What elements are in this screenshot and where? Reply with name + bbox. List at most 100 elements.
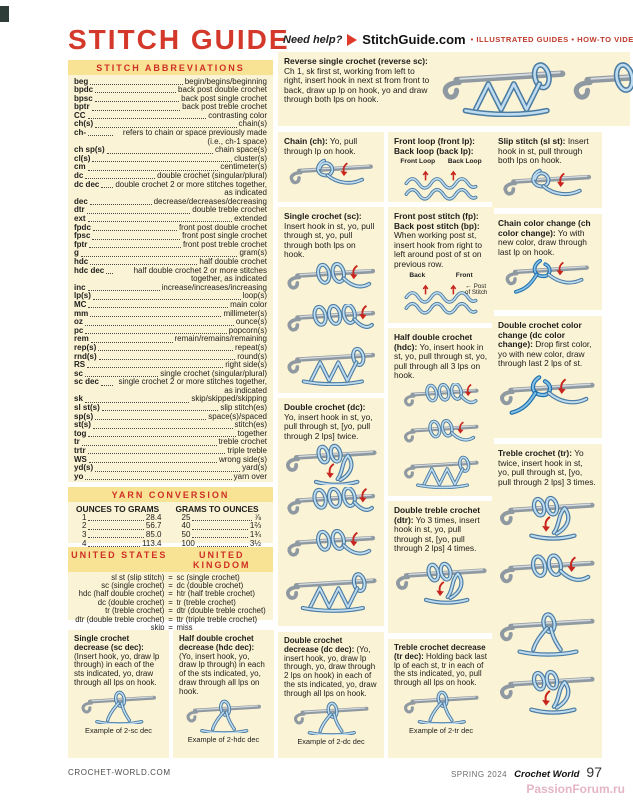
abbreviation-definition: together (237, 428, 267, 438)
dotted-leader (90, 310, 222, 317)
us-uk-row: sl st (slip stitch) = sc (single crochet… (74, 573, 267, 582)
dotted-leader (88, 301, 229, 309)
decrease-box-sc: Single crochet decrease (sc dec): (Inser… (68, 630, 169, 758)
conversion-row: 4 113.4 (76, 539, 166, 549)
conversion-from: 1 (82, 512, 87, 522)
stitch-title: Front loop (front lp): Back loop (back l… (394, 136, 475, 156)
stitch-text: Insert hook in st, yo, pull through st, … (284, 220, 375, 260)
abbreviation-row: CC contrasting color (74, 111, 267, 121)
conversion-to: ⅞ (254, 512, 261, 522)
double-crochet-step3-diagram (284, 529, 378, 569)
abbreviation-term: dtr (74, 205, 85, 215)
conversion-to: 3½ (249, 538, 261, 548)
abbreviations-title: STITCH ABBREVIATIONS (68, 60, 273, 75)
ounces-header: OUNCES TO GRAMS (76, 503, 160, 514)
stitch-block-chain-color-change: Chain color change (ch color change): Yo… (492, 214, 602, 310)
uk-title: UNITED KINGDOM (193, 549, 251, 570)
treble-step1-diagram (498, 489, 596, 545)
us-uk-panel: UNITED STATES UNITED KINGDOM sl st (slip… (68, 547, 273, 632)
dotted-leader (88, 430, 236, 438)
abbreviation-term: RS (74, 360, 86, 370)
equals-sign: = (168, 597, 173, 607)
stitch-block-post-stitch: Front post stitch (fp): Back post stitch… (388, 207, 494, 323)
us-title: UNITED STATES (71, 549, 168, 560)
stitch-block-chain: Chain (ch): Yo, pull through lp on hook. (278, 132, 384, 202)
grams-to-ounces-column: GRAMS TO OUNCES 25 ⅞ 40 1⅔ (176, 504, 266, 549)
decrease-text: (Insert hook, yo, draw lp through) in ea… (74, 651, 160, 687)
abbreviation-row: bptr back post treble crochet (74, 103, 267, 112)
abbreviation-term: rem (74, 334, 89, 344)
hdc-step3-diagram (394, 455, 488, 489)
post-of-stitch-label: ← Post of Stitch (465, 282, 488, 297)
stitch-title: Chain color change (ch color change): (498, 218, 591, 238)
dotted-leader (84, 370, 159, 378)
dotted-leader (80, 249, 238, 257)
decrease-title: Treble crochet decrease (tr dec): (394, 643, 486, 661)
abbreviation-term: pc (74, 325, 84, 335)
dotted-leader (85, 473, 232, 481)
abbreviation-definition: centimeter(s) (220, 162, 267, 172)
dotted-leader (192, 531, 248, 539)
stitch-text: Yo, insert hook in st, yo, pull through … (394, 341, 488, 381)
conversion-to: 56.7 (145, 521, 162, 531)
equals-sign: = (168, 580, 173, 590)
slip-stitch-diagram (498, 168, 596, 208)
stitch-block-front-back-loop: Front loop (front lp): Back loop (back l… (388, 132, 494, 202)
loop-labels: Front Loop Back Loop (394, 158, 488, 166)
watermark: PassionForum.ru (526, 782, 625, 796)
single-crochet-step3-diagram (284, 346, 378, 386)
abbreviation-row: g gram(s) (74, 249, 267, 258)
dotted-leader (98, 344, 233, 352)
abbreviation-row: yd(s) yard(s) (74, 464, 267, 473)
us-term: tr (treble crochet) (105, 606, 165, 616)
front-back-loop-diagram (404, 170, 478, 201)
dotted-leader (85, 327, 227, 335)
us-term: hdc (half double crochet) (78, 589, 165, 599)
abbreviation-term: ch- (74, 128, 86, 138)
abbreviation-definition: single crochet (singular/plural) (160, 368, 267, 378)
stitch-text: Yo, insert hook in st, yo, pull through … (284, 411, 373, 441)
dotted-leader (106, 146, 213, 154)
double-crochet-step1-diagram (284, 443, 378, 485)
conversion-row: 1 28.4 (76, 512, 166, 523)
double-treble-diagram (394, 556, 488, 608)
stitchguide-site-label: StitchGuide.com (362, 32, 466, 47)
abbreviation-definition: round(s) (237, 351, 267, 361)
abbreviation-term: tog (74, 428, 87, 438)
ounces-to-grams-column: OUNCES TO GRAMS 1 28.4 2 56.7 (76, 504, 166, 549)
abbreviation-term: dc (74, 171, 84, 181)
dotted-leader (95, 120, 237, 128)
decrease-text: (Yo, insert hook, yo, draw lp through) i… (179, 651, 265, 696)
abbreviation-term: WS (74, 454, 87, 464)
uk-term: htr (half treble crochet) (176, 589, 255, 599)
dotted-leader (196, 540, 248, 548)
stitch-block-reverse-sc: Reverse single crochet (reverse sc): Ch … (278, 52, 630, 126)
dotted-leader (92, 292, 241, 300)
dotted-leader (87, 112, 207, 120)
abbreviation-definition: cluster(s) (234, 153, 267, 163)
footer-page-number: 97 (586, 764, 602, 780)
abbreviation-definition: millimeter(s) (223, 308, 267, 318)
conversion-row: 25 ⅞ (176, 512, 266, 523)
back-loop-label: Back Loop (447, 158, 482, 166)
decrease-title: Half double crochet decrease (hdc dec): (179, 634, 255, 652)
dotted-leader (89, 198, 152, 206)
abbreviation-definition: refers to chain or space previously made… (122, 128, 267, 146)
abbreviation-row: oz ounce(s) (74, 318, 267, 327)
page-title: STITCH GUIDE (68, 24, 290, 55)
abbreviation-row: tog together (74, 428, 267, 439)
abbreviation-definition: right side(s) (225, 360, 267, 370)
footer-magazine: Crochet World (514, 769, 580, 780)
abbreviation-row: cm centimeter(s) (74, 163, 267, 172)
stitch-title: Double crochet color change (dc color ch… (498, 320, 582, 350)
abbreviation-definition: half double crochet 2 or more stitches t… (133, 265, 267, 284)
dotted-leader (92, 232, 181, 240)
abbreviation-definition: slip stitch(es) (220, 403, 267, 413)
abbreviation-term: yd(s) (74, 463, 94, 473)
uk-term: dtr (double treble crochet) (176, 606, 266, 616)
abbreviation-definition: decrease/decreases/decreasing (153, 196, 267, 206)
footer-site: CROCHET-WORLD.COM (68, 768, 171, 777)
chain-diagram (284, 158, 378, 196)
dotted-leader (94, 95, 180, 103)
